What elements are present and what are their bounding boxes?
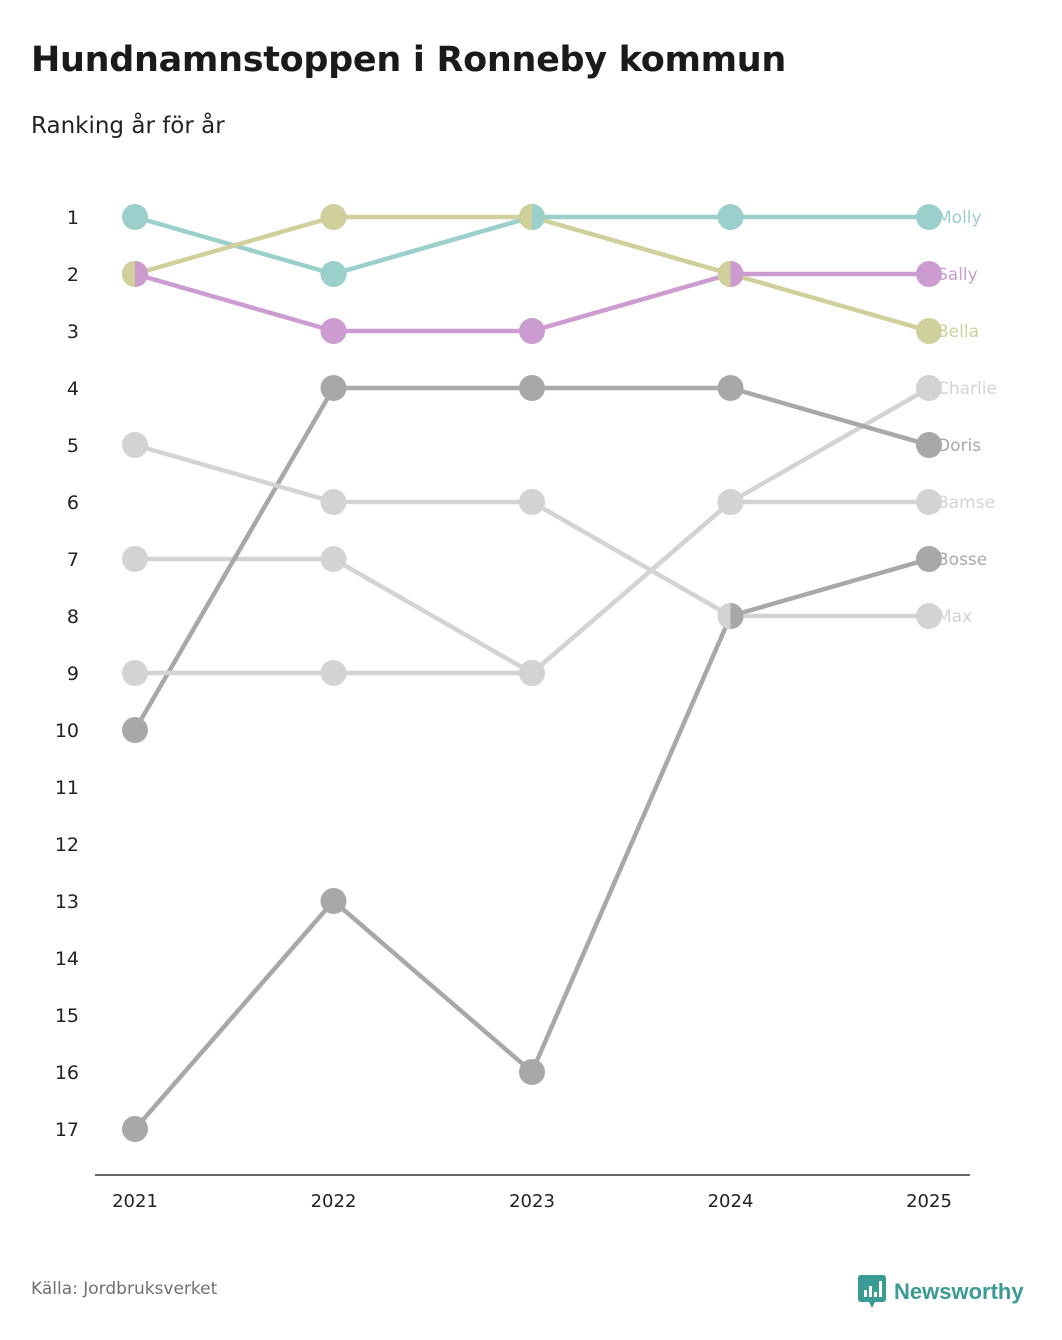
data-point-doris [122, 717, 148, 743]
data-point-bosse [916, 546, 942, 572]
shared-points [122, 204, 744, 686]
y-tick-label: 2 [67, 264, 79, 286]
series-label-bamse: Bamse [937, 493, 995, 513]
data-point-bella [320, 204, 347, 230]
series-line-charlie [132, 385, 932, 676]
data-point-molly [717, 204, 744, 230]
y-tick-label: 3 [67, 321, 79, 343]
series-doris: Doris [122, 375, 981, 743]
data-point-molly [122, 204, 148, 230]
shared-point-left [717, 261, 731, 287]
x-tick-label: 2024 [708, 1191, 754, 1212]
series-label-sally: Sally [937, 265, 978, 285]
y-tick-label: 9 [67, 663, 79, 685]
data-point-bosse [122, 1116, 148, 1142]
x-axis: 2021 2022 2023 2024 2025 [95, 1174, 970, 1212]
data-point-sally [519, 318, 545, 344]
shared-point-left [519, 204, 532, 230]
y-tick-label: 1 [67, 207, 79, 229]
data-point-bella [916, 318, 942, 344]
shared-point-left [717, 489, 731, 515]
y-tick-label: 14 [55, 948, 79, 970]
data-point-molly [916, 204, 942, 230]
shared-point-right [532, 660, 545, 686]
data-point-doris [916, 432, 942, 458]
series-bosse: Bosse [122, 546, 987, 1142]
chart-title: Hundnamnstoppen i Ronneby kommun [31, 40, 787, 80]
y-tick-label: 16 [55, 1062, 79, 1084]
y-tick-label: 17 [55, 1119, 79, 1141]
data-point-charlie [122, 546, 148, 572]
data-point-bamse [320, 660, 347, 686]
series-label-max: Max [937, 607, 972, 627]
series-label-bella: Bella [937, 322, 979, 342]
data-point-doris [717, 375, 744, 401]
series-line-max [132, 442, 932, 619]
y-tick-label: 4 [67, 378, 79, 400]
data-point-max [320, 489, 347, 515]
y-tick-label: 6 [67, 492, 79, 514]
data-point-charlie [916, 375, 942, 401]
data-point-max [519, 489, 545, 515]
series-label-doris: Doris [937, 436, 981, 456]
y-tick-label: 10 [55, 720, 79, 742]
data-point-sally [916, 261, 942, 287]
y-tick-label: 11 [55, 777, 79, 799]
data-point-max [916, 603, 942, 629]
x-tick-label: 2025 [906, 1191, 952, 1212]
shared-point-left [122, 261, 135, 287]
shared-point-right [730, 261, 744, 287]
series-label-molly: Molly [937, 208, 982, 228]
brand-name: Newsworthy [894, 1279, 1024, 1304]
data-point-bosse [320, 888, 347, 914]
data-point-bamse [122, 660, 148, 686]
y-tick-label: 12 [55, 834, 79, 856]
data-point-doris [320, 375, 347, 401]
x-tick-label: 2021 [112, 1191, 158, 1212]
shared-point-right [730, 603, 744, 629]
series-label-charlie: Charlie [937, 379, 997, 399]
x-tick-label: 2022 [311, 1191, 357, 1212]
data-point-sally [320, 318, 347, 344]
series-label-bosse: Bosse [937, 550, 987, 570]
shared-point-right [532, 204, 545, 230]
shared-point-right [135, 261, 148, 287]
shared-point-left [519, 660, 532, 686]
shared-point-right [730, 489, 744, 515]
chart-subtitle: Ranking år för år [31, 113, 225, 139]
y-tick-label: 15 [55, 1005, 79, 1027]
newsworthy-icon [858, 1275, 886, 1308]
data-point-charlie [320, 546, 347, 572]
brand-logo[interactable]: Newsworthy [858, 1275, 1024, 1309]
data-point-max [122, 432, 148, 458]
data-point-doris [519, 375, 545, 401]
y-tick-label: 13 [55, 891, 79, 913]
source-note: Källa: Jordbruksverket [31, 1279, 218, 1299]
series-sally: Sally [122, 261, 978, 344]
data-point-molly [320, 261, 347, 287]
y-tick-label: 8 [67, 606, 79, 628]
data-point-bosse [519, 1059, 545, 1085]
y-tick-label: 5 [67, 435, 79, 457]
data-point-bamse [916, 489, 942, 515]
shared-point-left [717, 603, 731, 629]
y-tick-label: 7 [67, 549, 79, 571]
x-tick-label: 2023 [509, 1191, 555, 1212]
series-line-bosse [132, 556, 932, 1132]
